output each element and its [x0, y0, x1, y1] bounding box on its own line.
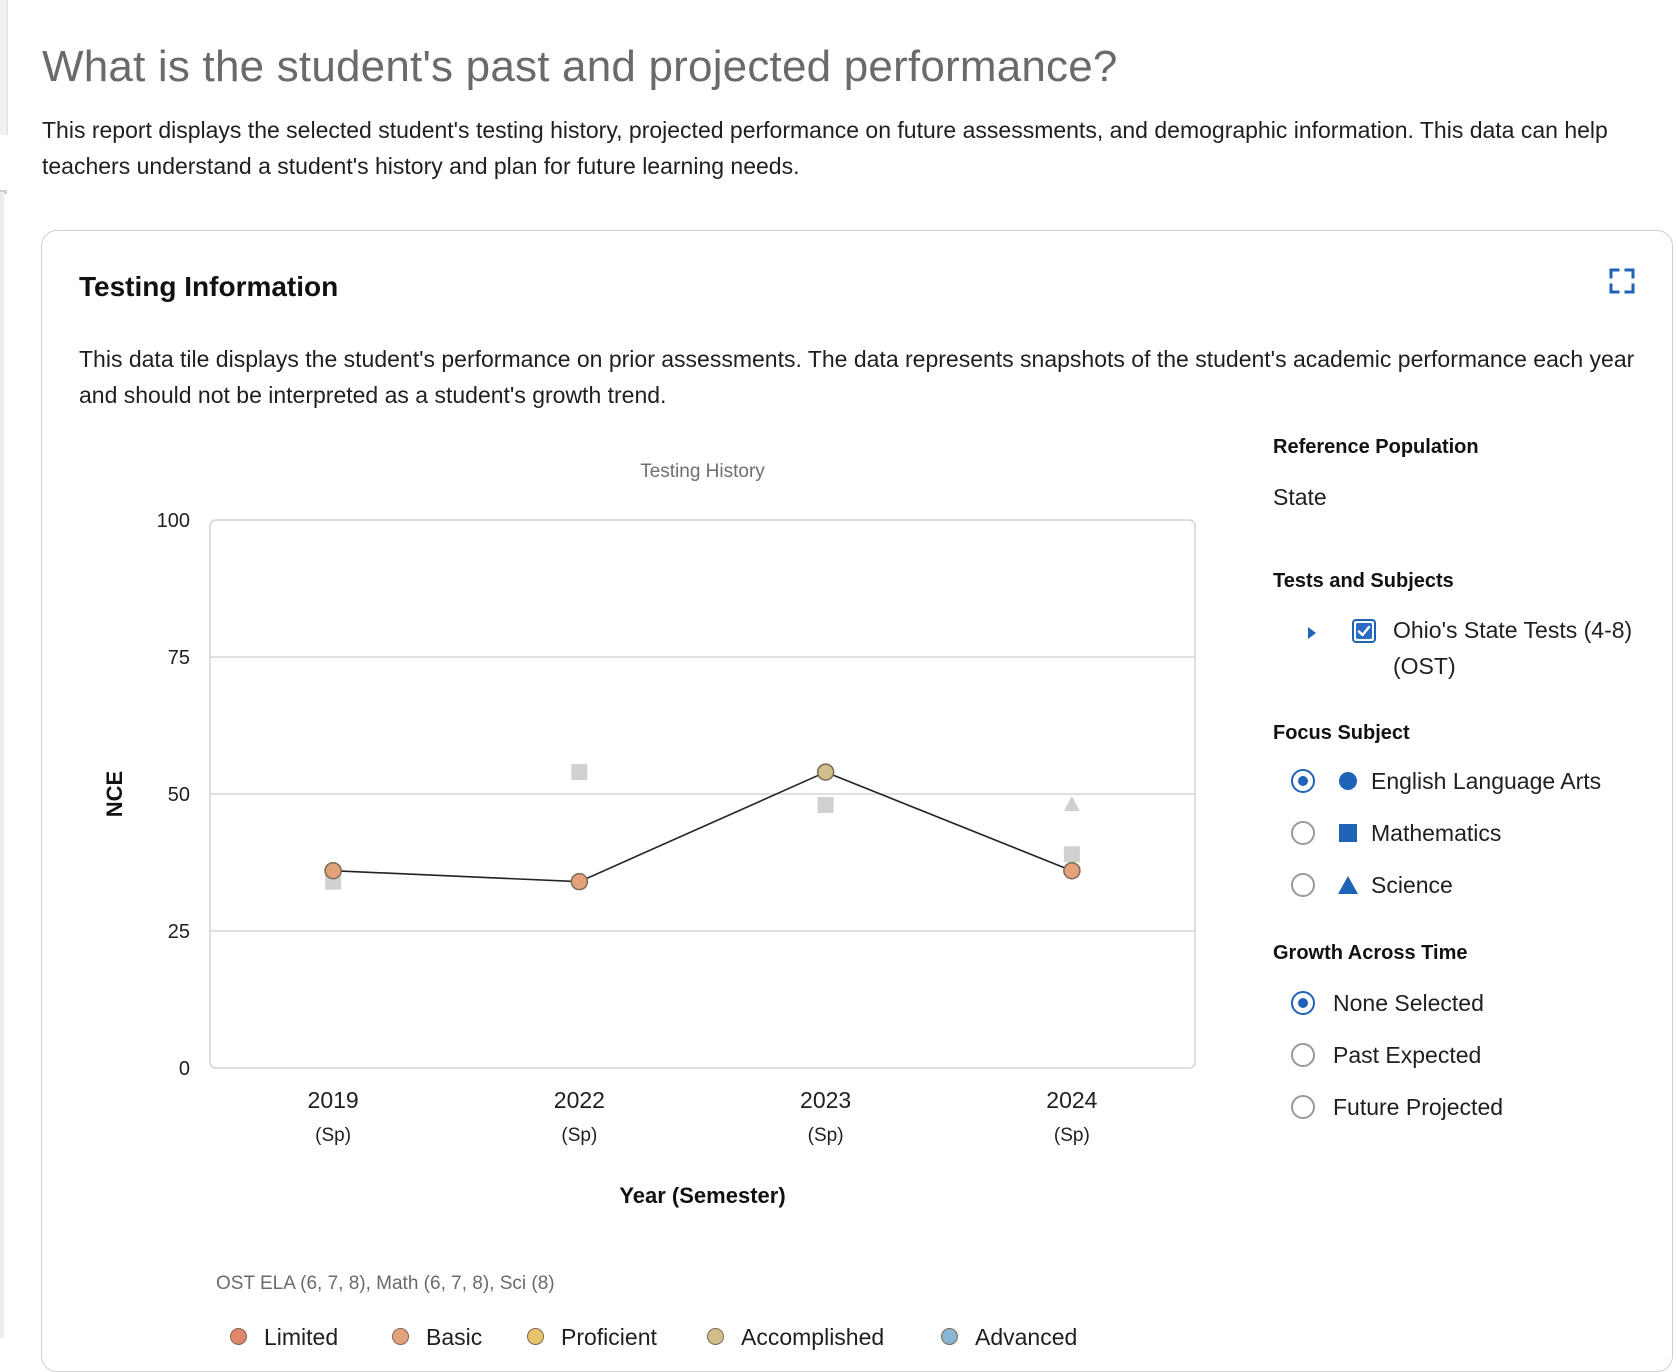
x-axis-label: Year (Semester) — [619, 1183, 785, 1208]
legend-dot — [707, 1328, 724, 1345]
focus-subject-option-ela[interactable]: English Language Arts — [1291, 766, 1651, 800]
ela-point-marker — [1063, 861, 1081, 880]
x-tick-label-term: (Sp) — [808, 1125, 844, 1146]
focus-subject-option-math[interactable]: Mathematics — [1291, 818, 1651, 852]
y-tick-label: 50 — [168, 784, 190, 806]
legend-label: Accomplished — [741, 1324, 885, 1350]
expand-icon[interactable] — [1608, 267, 1636, 295]
growth-option-label: None Selected — [1333, 990, 1484, 1016]
left-edge-panel — [0, 0, 8, 135]
science-marker-triangle — [1063, 795, 1080, 811]
legend-label: Advanced — [975, 1324, 1078, 1350]
page-title: What is the student's past and projected… — [42, 42, 1118, 91]
legend-dot — [527, 1328, 544, 1345]
radio-button[interactable] — [1291, 821, 1315, 845]
ost-checkbox[interactable] — [1352, 619, 1376, 643]
radio-button[interactable] — [1291, 873, 1315, 897]
x-tick-label-term: (Sp) — [561, 1125, 597, 1146]
radio-button[interactable] — [1291, 769, 1315, 793]
legend-label: Proficient — [561, 1324, 657, 1350]
circle-symbol-icon — [1339, 772, 1357, 790]
math-marker-square — [1063, 846, 1080, 863]
triangle-symbol-icon — [1338, 876, 1358, 894]
x-tick-label-term: (Sp) — [1054, 1125, 1090, 1146]
x-tick-label-year: 2022 — [554, 1087, 605, 1113]
y-axis-label: NCE — [102, 771, 127, 817]
focus-subject-option-science[interactable]: Science — [1291, 870, 1651, 904]
legend-caption: OST ELA (6, 7, 8), Math (6, 7, 8), Sci (… — [216, 1273, 555, 1294]
ela-series-line — [333, 771, 1073, 883]
x-tick-label-year: 2023 — [800, 1087, 851, 1113]
y-tick-label: 100 — [157, 510, 190, 532]
testing-history-chart: Testing History 0 25 50 75 100 NCE 2019 (Sp) 2022… — [102, 461, 1196, 1208]
x-tick-label-year: 2024 — [1046, 1087, 1097, 1113]
focus-subject-label: Mathematics — [1371, 820, 1502, 846]
chart-title: Testing History — [640, 461, 765, 482]
checkmark-icon — [1357, 625, 1371, 637]
legend-label: Limited — [264, 1324, 339, 1350]
y-tick-label: 25 — [168, 921, 190, 943]
growth-option-future-projected[interactable]: Future Projected — [1291, 1092, 1591, 1126]
legend-dot — [230, 1328, 247, 1345]
page-description: This report displays the selected studen… — [42, 117, 1608, 179]
ela-point-marker — [570, 872, 589, 891]
legend-dot — [392, 1328, 409, 1345]
focus-subject-heading: Focus Subject — [1273, 722, 1410, 744]
reference-population-value: State — [1273, 484, 1327, 510]
radio-button[interactable] — [1291, 1043, 1315, 1067]
focus-subject-label: Science — [1371, 872, 1453, 898]
legend-label: Basic — [426, 1324, 483, 1350]
math-marker-square — [571, 764, 588, 781]
y-tick-label: 75 — [168, 647, 190, 669]
left-edge-strip — [0, 192, 4, 1338]
x-tick-label-term: (Sp) — [315, 1125, 351, 1146]
tests-subjects-heading: Tests and Subjects — [1273, 570, 1454, 592]
radio-button[interactable] — [1291, 991, 1315, 1015]
growth-option-past-expected[interactable]: Past Expected — [1291, 1040, 1591, 1074]
reference-population-heading: Reference Population — [1273, 436, 1479, 458]
radio-button[interactable] — [1291, 1095, 1315, 1119]
caret-right-icon[interactable] — [1307, 626, 1317, 645]
math-marker-square — [817, 796, 834, 813]
x-tick-label-year: 2019 — [308, 1087, 359, 1113]
card-title: Testing Information — [79, 271, 339, 302]
growth-option-label: Past Expected — [1333, 1042, 1482, 1068]
legend-dot — [941, 1328, 958, 1345]
ela-point-marker — [816, 763, 835, 781]
caret-right-graphic — [1308, 627, 1316, 639]
growth-option-label: Future Projected — [1333, 1094, 1504, 1120]
y-tick-label: 0 — [179, 1058, 190, 1080]
left-edge-border — [0, 0, 8, 1338]
card-description: This data tile displays the student's pe… — [79, 346, 1635, 408]
growth-heading: Growth Across Time — [1273, 942, 1468, 964]
ela-point-marker — [324, 861, 342, 880]
square-symbol-icon — [1339, 824, 1357, 842]
focus-subject-label: English Language Arts — [1371, 768, 1602, 794]
ost-checkbox-label[interactable]: Ohio's State Tests (4-8) (OST) — [1393, 617, 1633, 679]
expand-icon-graphic — [1609, 268, 1635, 294]
growth-option-none[interactable]: None Selected — [1291, 988, 1591, 1022]
